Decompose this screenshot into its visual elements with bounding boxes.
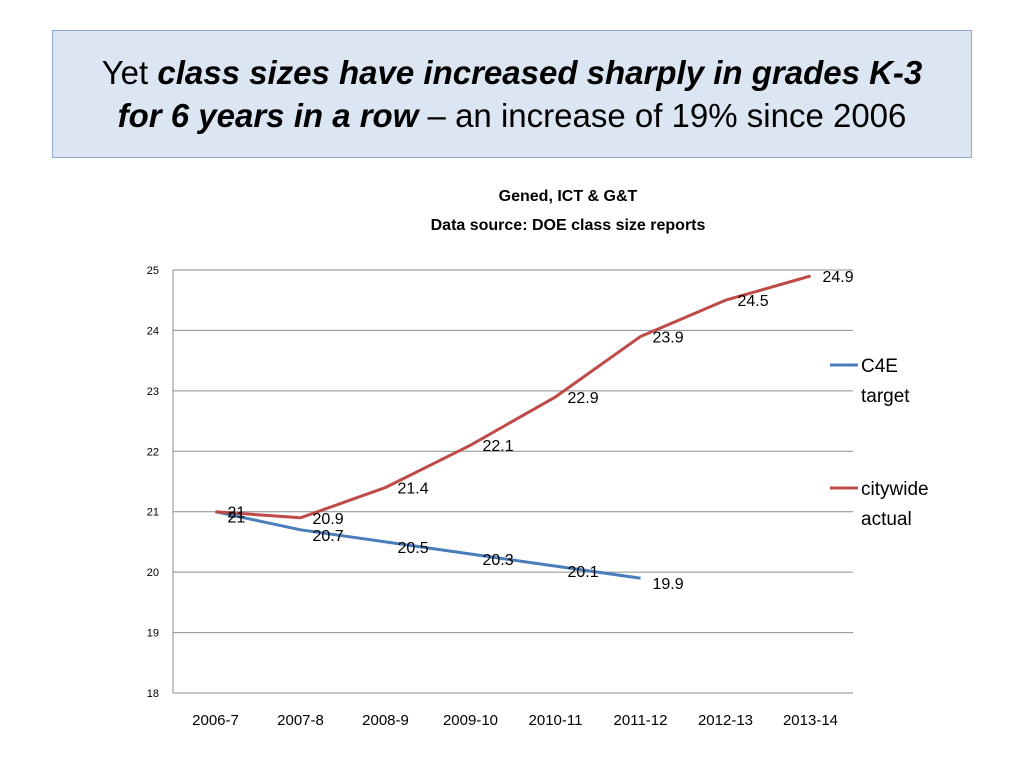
series-line-citywide-actual (215, 274, 811, 520)
legend-label: C4E (861, 356, 898, 377)
data-label: 20.5 (398, 540, 429, 557)
series-group (215, 274, 811, 580)
y-tick-label: 25 (147, 265, 159, 277)
data-label: 22.9 (568, 390, 599, 407)
legend-label: citywide (861, 479, 929, 500)
title-line2-post: – an increase of 19% since 2006 (418, 97, 907, 134)
data-label: 21 (228, 510, 246, 527)
slide-title-box: Yet class sizes have increased sharply i… (52, 30, 972, 158)
data-label: 24.5 (738, 293, 769, 310)
gridlines (173, 269, 853, 634)
title-line1-emphasis: class sizes have increased sharply in gr… (157, 54, 923, 91)
data-label: 20.9 (313, 511, 344, 528)
data-label: 21.4 (398, 481, 429, 498)
axes: 18 19 20 21 22 23 24 25 2006-7 2007-8 2008-9 2009-1… (147, 265, 853, 729)
y-tick-label: 21 (147, 507, 159, 519)
legend: C4E target citywide actual (830, 356, 929, 530)
data-label: 20.3 (483, 552, 514, 569)
data-label: 22.1 (483, 438, 514, 455)
data-label: 23.9 (653, 329, 684, 346)
data-label: 21 (228, 505, 246, 522)
data-label: 19.9 (653, 576, 684, 593)
x-tick-label: 2006-7 (192, 712, 239, 729)
title-line1-pre: Yet (101, 54, 158, 91)
legend-label: actual (861, 509, 912, 530)
chart-subtitle: Data source: DOE class size reports (431, 217, 706, 234)
y-tick-label: 23 (147, 386, 159, 398)
data-label: 20.7 (313, 528, 344, 545)
title-line2-emphasis: for 6 years in a row (117, 97, 419, 134)
legend-label: target (861, 386, 910, 407)
y-tick-label: 20 (147, 567, 159, 579)
y-tick-label: 22 (147, 446, 159, 458)
chart-title: Gened, ICT & G&T (499, 188, 638, 205)
data-labels: 21 20.7 20.5 20.3 20.1 19.9 21 20.9 21.4 22.1 22.9… (228, 269, 854, 593)
x-tick-label: 2007-8 (277, 712, 324, 729)
y-tick-label: 24 (147, 325, 159, 337)
data-label: 20.1 (568, 564, 599, 581)
x-tick-label: 2012-13 (698, 712, 753, 729)
slide-title-line-1: Yet class sizes have increased sharply i… (102, 51, 923, 94)
x-tick-label: 2011-12 (614, 712, 668, 729)
x-tick-label: 2008-9 (362, 712, 409, 729)
slide-title-line-2: for 6 years in a row – an increase of 19… (118, 94, 907, 137)
y-tick-label: 18 (147, 688, 159, 700)
x-tick-label: 2013-14 (783, 712, 838, 729)
data-label: 24.9 (823, 269, 854, 286)
y-tick-label: 19 (147, 628, 159, 640)
series-line-c4e-target (215, 510, 641, 580)
x-tick-label: 2010-11 (529, 712, 583, 729)
x-tick-label: 2009-10 (443, 712, 498, 729)
